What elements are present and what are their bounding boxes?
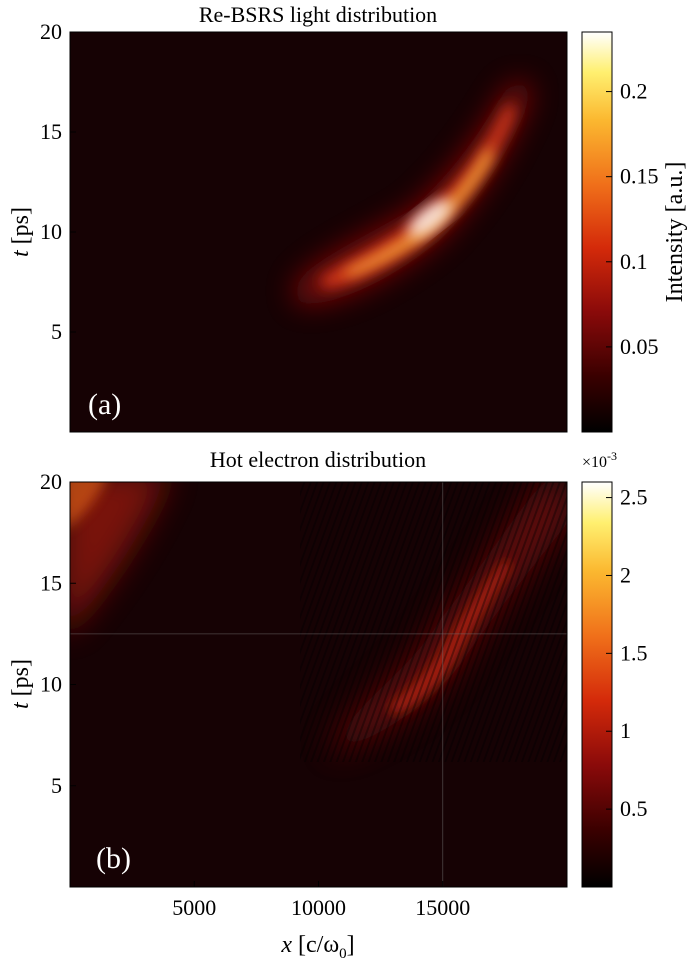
x-tick-label: 15000 (415, 895, 470, 920)
panel-a-peak (408, 199, 452, 237)
colorbar-tick-label: 0.15 (620, 164, 659, 189)
colorbar-tick-label: 0.2 (620, 79, 648, 104)
y-tick-label: 20 (40, 469, 62, 494)
panel-b-x-label: x [c/ω0] (280, 932, 354, 962)
panel-b-y-label: t [ps] (8, 659, 34, 709)
y-tick-label: 20 (40, 19, 62, 44)
panel-b-plot: (b) (70, 482, 567, 887)
panel-a-colorbar (581, 31, 613, 433)
colorbar-tick-label: 0.05 (620, 334, 659, 359)
panel-b-title: Hot electron distribution (210, 447, 426, 472)
panel-a-colorbar-ticks: 0.05 0.1 0.15 0.2 (606, 79, 659, 359)
colorbar-tick-label: 2.5 (620, 485, 648, 510)
panel-b-colorbar-ticks: 0.5 1 1.5 2 2.5 (606, 485, 648, 821)
y-tick-label: 10 (40, 219, 62, 244)
colorbar-tick-label: 0.1 (620, 249, 648, 274)
panel-b-streak-texture (300, 482, 567, 762)
panel-a-label: (a) (88, 388, 121, 421)
panel-b-band-upper-left (70, 482, 165, 630)
y-tick-label: 5 (51, 773, 62, 798)
panel-b-label: (b) (96, 842, 131, 875)
panel-a-y-label: t [ps] (8, 207, 34, 257)
colorbar-tick-label: 2 (620, 562, 631, 587)
panel-a-plot: (a) (70, 32, 567, 432)
panel-a-y-ticks: 5 10 15 20 (40, 19, 76, 344)
panel-b-colorbar-exponent: ×10-3 (582, 449, 617, 471)
panel-b-y-ticks: 5 10 15 20 (40, 469, 76, 798)
y-tick-label: 15 (40, 570, 62, 595)
panel-a-background (70, 32, 567, 432)
colorbar-tick-label: 1.5 (620, 640, 648, 665)
panel-a-glow-outer (292, 81, 531, 305)
panel-b-band-upper-left-core (70, 482, 105, 527)
panel-b-x-ticks: 5000 10000 15000 (172, 881, 470, 920)
y-tick-label: 5 (51, 319, 62, 344)
panel-a-title: Re-BSRS light distribution (199, 2, 437, 27)
colorbar-tick-label: 0.5 (620, 796, 648, 821)
panel-a-glow-mid (320, 104, 515, 288)
y-tick-label: 10 (40, 672, 62, 697)
colorbar-tick-label: 1 (620, 718, 631, 743)
panel-b-colorbar (581, 481, 613, 888)
panel-a-colorbar-label: Intensity [a.u.] (662, 162, 688, 303)
y-tick-label: 15 (40, 119, 62, 144)
x-tick-label: 5000 (172, 895, 216, 920)
x-tick-label: 10000 (291, 895, 346, 920)
